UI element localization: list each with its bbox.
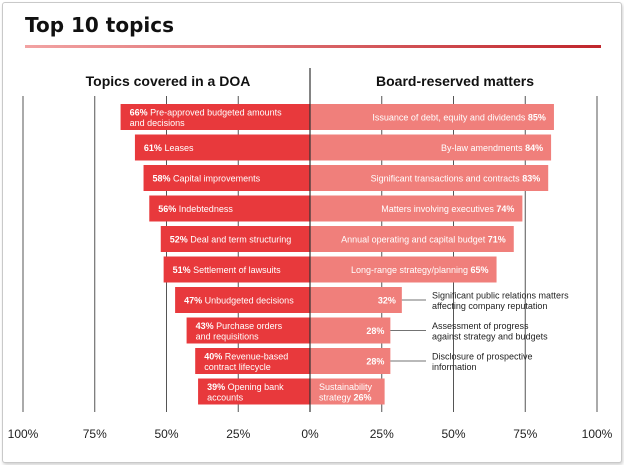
right-bar: [310, 348, 391, 374]
right-column-heading: Board-reserved matters: [376, 73, 534, 89]
right-bar-value: 32%: [378, 296, 396, 306]
right-bar-label: Issuance of debt, equity and dividends 8…: [372, 113, 546, 123]
left-bar: [149, 195, 310, 222]
x-tick-label: 25%: [370, 427, 394, 441]
left-bar: [163, 256, 310, 283]
right-bar-label: Matters involving executives 74%: [381, 204, 514, 214]
right-bar-label: strategy 26%: [319, 392, 372, 402]
right-bar-label: Assessment of progress: [432, 321, 529, 331]
x-tick-label: 100%: [8, 427, 39, 441]
x-tick-label: 75%: [83, 427, 107, 441]
right-bar-label: Annual operating and capital budget 71%: [341, 235, 506, 245]
right-bar: [310, 226, 514, 252]
right-bar: [310, 134, 552, 161]
left-bar-label: and decisions: [130, 118, 186, 128]
left-bar: [160, 226, 310, 252]
right-bar: [310, 104, 554, 130]
left-bar-label: accounts: [207, 392, 244, 402]
left-bar-label: 40% Revenue-based: [204, 351, 288, 361]
x-tick-label: 0%: [301, 427, 319, 441]
left-bar-label: 58% Capital improvements: [153, 174, 261, 184]
left-bar: [195, 348, 310, 374]
right-bar-label: Long-range strategy/planning 65%: [351, 265, 489, 275]
right-bar: [310, 287, 402, 313]
x-tick-label: 25%: [226, 427, 250, 441]
right-bar-label: Significant public relations matters: [432, 290, 569, 300]
left-bar-label: 66% Pre-approved budgeted amounts: [130, 107, 283, 117]
left-bar-label: 61% Leases: [144, 143, 194, 153]
left-bar: [186, 317, 310, 344]
chart-title: Top 10 topics: [25, 13, 175, 37]
right-bar-label: Disclosure of prospective: [432, 351, 533, 361]
right-bar: [310, 256, 497, 283]
title-underline: [25, 45, 601, 48]
left-bar: [175, 287, 310, 313]
left-bar-label: 52% Deal and term structuring: [170, 235, 292, 245]
right-bar: [310, 195, 523, 222]
right-bar-label: Sustainability: [319, 382, 373, 392]
left-bar: [134, 134, 310, 161]
x-tick-label: 50%: [441, 427, 465, 441]
left-bar-label: 51% Settlement of lawsuits: [173, 265, 282, 275]
x-tick-label: 50%: [154, 427, 178, 441]
left-bar-label: contract lifecycle: [204, 362, 271, 372]
left-column-heading: Topics covered in a DOA: [85, 73, 251, 89]
left-bar-label: 56% Indebtedness: [158, 204, 233, 214]
x-tick-label: 100%: [582, 427, 613, 441]
right-bar-label: information: [432, 362, 477, 372]
left-bar-label: 39% Opening bank: [207, 382, 284, 392]
right-bar-value: 28%: [366, 326, 384, 336]
right-bar-label: against strategy and budgets: [432, 331, 548, 341]
right-bar-label: By-law amendments 84%: [441, 143, 543, 153]
right-bar-value: 28%: [366, 357, 384, 367]
x-tick-label: 75%: [513, 427, 537, 441]
left-bar-label: and requisitions: [196, 331, 260, 341]
right-bar-label: affecting company reputation: [432, 301, 547, 311]
left-bar: [120, 104, 310, 130]
right-bar: [310, 165, 549, 191]
left-bar-label: 47% Unbudgeted decisions: [184, 296, 294, 306]
right-bar: [310, 378, 385, 405]
left-bar-label: 43% Purchase orders: [196, 321, 283, 331]
left-bar: [198, 378, 310, 405]
left-bar: [143, 165, 310, 191]
right-bar: [310, 317, 391, 344]
right-bar-label: Significant transactions and contracts 8…: [371, 174, 541, 184]
